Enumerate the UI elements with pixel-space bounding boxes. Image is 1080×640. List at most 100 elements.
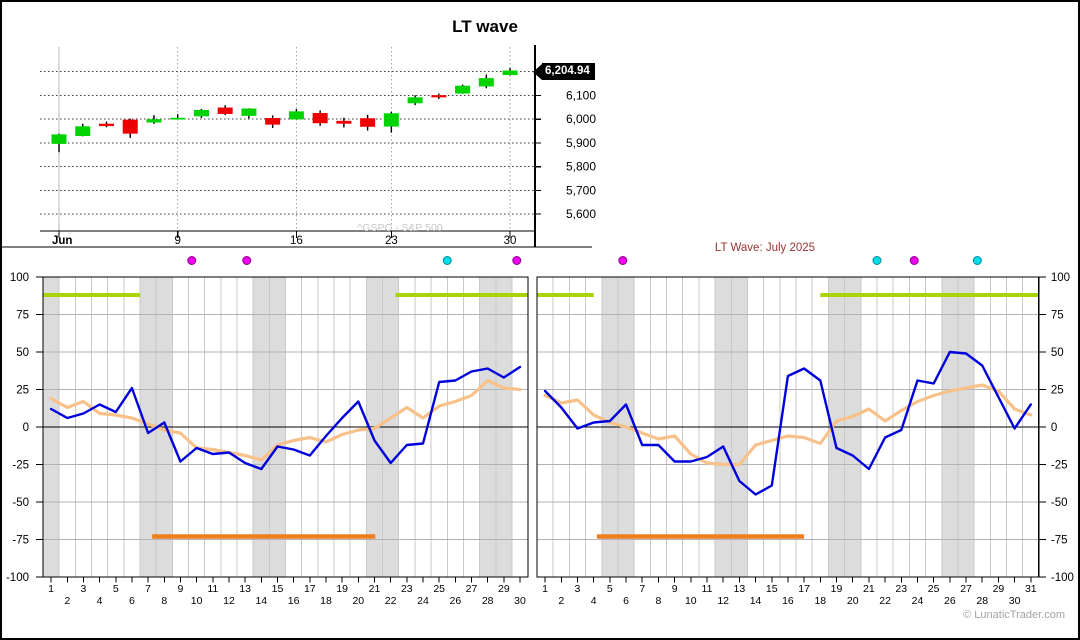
- svg-text:0: 0: [23, 422, 29, 434]
- svg-text:17: 17: [798, 583, 810, 595]
- svg-text:25: 25: [16, 385, 29, 397]
- svg-text:28: 28: [482, 595, 494, 607]
- svg-text:6,000: 6,000: [566, 112, 596, 126]
- svg-text:5,900: 5,900: [566, 136, 596, 150]
- svg-text:8: 8: [656, 595, 662, 607]
- cyan-moon-dot: [972, 256, 982, 265]
- svg-text:21: 21: [369, 583, 381, 595]
- svg-text:28: 28: [976, 595, 988, 607]
- copyright-label: © LunaticTrader.com: [963, 609, 1065, 621]
- candlesticks: [51, 67, 518, 153]
- svg-text:1: 1: [48, 583, 54, 595]
- svg-text:29: 29: [993, 583, 1005, 595]
- svg-text:-100: -100: [1051, 572, 1074, 584]
- svg-text:13: 13: [239, 583, 251, 595]
- svg-text:18: 18: [320, 595, 332, 607]
- svg-text:15: 15: [766, 583, 778, 595]
- market-series-june: [49, 365, 522, 471]
- svg-text:16: 16: [290, 235, 303, 247]
- svg-text:100: 100: [1051, 272, 1070, 284]
- svg-text:11: 11: [207, 583, 218, 595]
- price-axis-labels: 6,100 6,000 5,900 5,800 5,700 5,600 Jun 9 16 23 30: [52, 88, 596, 247]
- svg-text:24: 24: [417, 595, 429, 607]
- svg-text:Jun: Jun: [52, 235, 72, 247]
- svg-text:5,700: 5,700: [566, 183, 596, 197]
- svg-text:20: 20: [352, 595, 364, 607]
- svg-text:23: 23: [895, 583, 907, 595]
- svg-text:26: 26: [944, 595, 956, 607]
- cyan-moon-dot: [442, 256, 452, 265]
- lt-wave-series-july: [543, 383, 1033, 467]
- svg-text:2: 2: [558, 595, 564, 607]
- svg-text:14: 14: [750, 595, 762, 607]
- svg-text:100: 100: [10, 272, 29, 284]
- svg-text:5: 5: [607, 583, 613, 595]
- svg-text:7: 7: [145, 583, 151, 595]
- svg-text:21: 21: [863, 583, 875, 595]
- svg-text:9: 9: [174, 235, 180, 247]
- svg-text:-75: -75: [1051, 535, 1068, 547]
- svg-text:3: 3: [575, 583, 581, 595]
- wave-subtitle: LT Wave: July 2025: [714, 242, 816, 254]
- svg-text:27: 27: [466, 583, 478, 595]
- svg-text:25: 25: [928, 583, 940, 595]
- svg-text:25: 25: [1051, 385, 1064, 397]
- svg-text:4: 4: [97, 595, 103, 607]
- svg-text:10: 10: [191, 595, 203, 607]
- svg-text:23: 23: [385, 235, 398, 247]
- svg-text:9: 9: [178, 583, 184, 595]
- symbol-watermark: ^GSPC - S&P 500: [357, 222, 443, 234]
- svg-text:-50: -50: [1051, 497, 1068, 509]
- svg-text:9: 9: [672, 583, 678, 595]
- magenta-moon-dot: [242, 256, 252, 265]
- moon-dots-june: [187, 256, 522, 265]
- wave-panel-june: 1007550250-25-50-75-10012345678910111213…: [6, 272, 529, 607]
- svg-text:5: 5: [113, 583, 119, 595]
- svg-text:29: 29: [498, 583, 510, 595]
- svg-text:3: 3: [81, 583, 87, 595]
- wave-panel-july: 1007550250-25-50-75-10012345678910111213…: [536, 272, 1074, 607]
- svg-text:4: 4: [591, 595, 597, 607]
- svg-text:6: 6: [623, 595, 629, 607]
- last-price-tag: 6,204.94: [533, 63, 595, 80]
- price-tag-arrow-icon: [533, 63, 542, 80]
- svg-text:25: 25: [433, 583, 445, 595]
- svg-text:75: 75: [16, 310, 29, 322]
- svg-text:30: 30: [1009, 595, 1021, 607]
- svg-text:14: 14: [255, 595, 267, 607]
- svg-text:-25: -25: [12, 460, 29, 472]
- svg-text:5,600: 5,600: [566, 207, 596, 221]
- svg-text:22: 22: [385, 595, 397, 607]
- svg-text:5,800: 5,800: [566, 160, 596, 174]
- svg-text:6,100: 6,100: [566, 88, 596, 102]
- svg-text:24: 24: [912, 595, 924, 607]
- price-week-gridlines: [58, 47, 511, 231]
- svg-text:22: 22: [879, 595, 891, 607]
- svg-text:18: 18: [814, 595, 826, 607]
- svg-text:19: 19: [831, 583, 843, 595]
- svg-text:0: 0: [1051, 422, 1057, 434]
- svg-text:1: 1: [542, 583, 548, 595]
- svg-text:-50: -50: [12, 497, 29, 509]
- svg-text:19: 19: [336, 583, 348, 595]
- svg-text:17: 17: [304, 583, 316, 595]
- svg-text:16: 16: [782, 595, 794, 607]
- svg-text:16: 16: [288, 595, 300, 607]
- svg-text:50: 50: [1051, 347, 1064, 359]
- svg-text:-75: -75: [12, 535, 29, 547]
- svg-text:26: 26: [449, 595, 461, 607]
- svg-text:75: 75: [1051, 310, 1064, 322]
- market-series-july: [543, 350, 1033, 496]
- svg-text:-25: -25: [1051, 460, 1068, 472]
- price-axes: [2, 45, 592, 248]
- svg-text:11: 11: [702, 583, 713, 595]
- price-tag-value: 6,204.94: [542, 63, 595, 80]
- price-gridlines: [40, 71, 535, 215]
- magenta-moon-dot: [187, 256, 197, 265]
- svg-text:23: 23: [401, 583, 413, 595]
- svg-text:-100: -100: [6, 572, 29, 584]
- moon-dots-july: [618, 256, 982, 265]
- svg-text:7: 7: [639, 583, 645, 595]
- lt-wave-series-june: [49, 378, 522, 462]
